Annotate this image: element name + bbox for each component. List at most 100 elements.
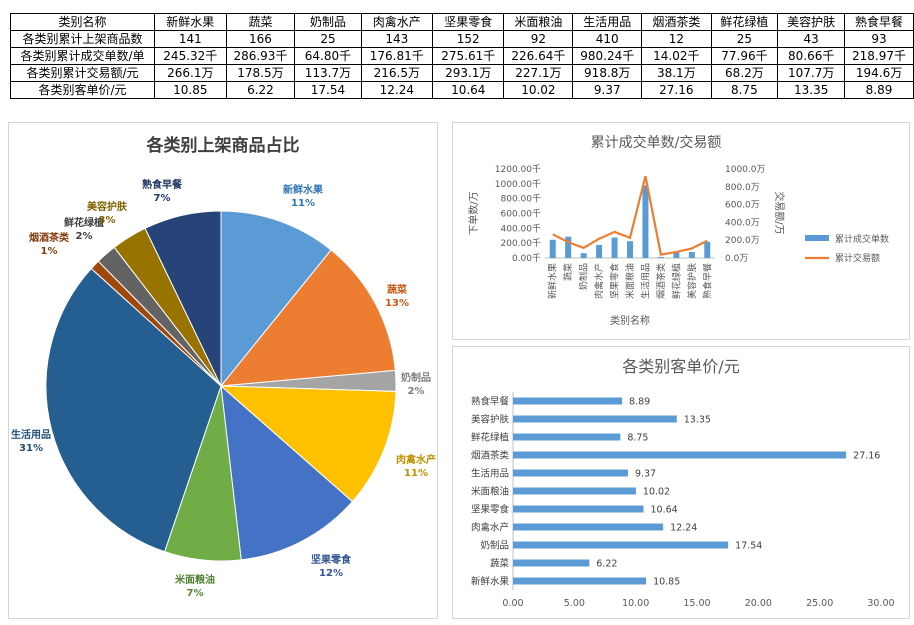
table-header-cell: 熟食早餐 xyxy=(844,13,914,31)
table-header-cell: 蔬菜 xyxy=(225,13,296,31)
hbar-bar xyxy=(513,415,677,423)
table-header-row: 类别名称 新鲜水果 蔬菜 奶制品 肉禽水产 坚果零食 米面粮油 生活用品 烟酒茶类 鲜花绿植 美容护… xyxy=(9,13,914,31)
table-cell: 25 xyxy=(294,30,362,48)
hbar-category-label: 美容护肤 xyxy=(471,414,510,426)
table-cell: 93 xyxy=(844,30,914,48)
combo-chart-panel: 累计成交单数/交易额 0.00千 200.00千 400.00千 600.00千 800.… xyxy=(452,122,910,340)
combo-left-tick: 200.00千 xyxy=(501,238,542,249)
table-cell: 286.93千 xyxy=(225,47,296,65)
combo-bar xyxy=(642,185,649,258)
hbar-category-label: 熟食早餐 xyxy=(471,396,510,408)
table-cell: 166 xyxy=(225,30,296,48)
hbar-category-label: 肉禽水产 xyxy=(471,522,509,534)
pie-slice-percent: 2% xyxy=(76,231,93,242)
pie-slice-label: 新鲜水果 xyxy=(283,183,324,196)
table-header-cell: 坚果零食 xyxy=(432,13,505,31)
table-cell: 152 xyxy=(432,30,505,48)
hbar-bar xyxy=(513,469,628,477)
table-cell: 77.96千 xyxy=(710,47,779,65)
hbar-bar xyxy=(513,541,729,549)
combo-category-label: 蔬菜 xyxy=(562,263,574,281)
table-cell: 216.5万 xyxy=(360,64,434,82)
hbar-x-tick: 25.00 xyxy=(806,598,833,609)
table-cell: 176.81千 xyxy=(360,47,434,65)
table-row: 各类别累计上架商品数 141 166 25 143 152 92 410 12 25 43 93 xyxy=(9,30,914,48)
combo-left-tick: 0.00千 xyxy=(512,253,541,264)
combo-category-label: 新鲜水果 xyxy=(547,263,559,299)
pie-slice xyxy=(220,210,332,388)
combo-chart-title: 累计成交单数/交易额 xyxy=(591,134,722,151)
table-header-cell: 美容护肤 xyxy=(777,13,846,31)
table-row-label: 各类别累计上架商品数 xyxy=(9,30,156,48)
hbar-x-tick: 30.00 xyxy=(867,598,894,609)
table-header-cell: 奶制品 xyxy=(294,13,362,31)
hbar-x-tick: 15.00 xyxy=(683,598,710,609)
table-cell: 980.24千 xyxy=(572,47,643,65)
pie-slice-label: 奶制品 xyxy=(401,371,431,384)
hbar-bar xyxy=(513,487,636,495)
pie-slice xyxy=(219,385,397,503)
table-cell: 918.8万 xyxy=(572,64,643,82)
combo-left-axis-title: 下单数/万 xyxy=(467,191,480,234)
hbar-category-label: 奶制品 xyxy=(480,540,509,552)
combo-right-tick: 400.0万 xyxy=(725,218,760,228)
hbar-bar xyxy=(513,505,644,513)
table-cell: 113.7万 xyxy=(294,64,362,82)
legend-bar-swatch xyxy=(805,235,829,241)
table-cell: 38.1万 xyxy=(641,64,712,82)
pie-slice xyxy=(144,210,222,387)
hbar-value-label: 17.54 xyxy=(735,541,762,552)
legend-bar-label: 累计成交单数 xyxy=(835,233,889,245)
pie-slice-label: 蔬菜 xyxy=(387,283,408,296)
combo-category-label: 烟酒茶类 xyxy=(655,263,667,299)
hbar-value-label: 13.35 xyxy=(684,415,711,426)
pie-chart-panel: 各类别上架商品占比 新鲜水果 11% 蔬菜 13% 奶制品 2% 肉禽水产 11% 坚果零食 12%… xyxy=(8,122,438,619)
pie-slice xyxy=(219,249,396,387)
pie-slice-label: 米面粮油 xyxy=(175,573,215,586)
hbar-value-label: 8.89 xyxy=(629,397,650,408)
table-row-label: 各类别客单价/元 xyxy=(9,81,156,99)
table-cell: 194.6万 xyxy=(844,64,914,82)
table-header-cell: 肉禽水产 xyxy=(360,13,434,31)
table-cell: 14.02千 xyxy=(641,47,712,65)
table-cell: 8.75 xyxy=(710,81,779,99)
table-cell: 25 xyxy=(710,30,779,48)
hbar-bar xyxy=(513,451,847,459)
combo-left-tick: 400.00千 xyxy=(501,223,542,234)
combo-bar xyxy=(688,252,695,258)
pie-slice xyxy=(45,267,222,553)
pie-slice-percent: 13% xyxy=(385,298,409,309)
combo-category-label: 米面粮油 xyxy=(624,263,636,299)
hbar-value-label: 10.02 xyxy=(643,487,670,498)
table-row-label: 各类别累计成交单数/单 xyxy=(9,47,156,65)
hbar-x-tick: 20.00 xyxy=(745,598,772,609)
table-cell: 266.1万 xyxy=(154,64,227,82)
pie-slice-label: 烟酒茶类 xyxy=(29,231,69,244)
hbar-category-label: 烟酒茶类 xyxy=(471,450,510,462)
pie-slice-label: 熟食早餐 xyxy=(142,178,183,191)
combo-category-label: 鲜花绿植 xyxy=(670,263,682,299)
hbar-value-label: 6.22 xyxy=(596,559,617,570)
combo-category-label: 奶制品 xyxy=(578,263,590,290)
hbar-category-label: 米面粮油 xyxy=(471,486,509,498)
table-cell: 27.16 xyxy=(641,81,712,99)
table-cell: 227.1万 xyxy=(503,64,574,82)
hbar-value-label: 10.64 xyxy=(651,505,678,516)
combo-chart: 累计成交单数/交易额 0.00千 200.00千 400.00千 600.00千 800.… xyxy=(467,134,889,327)
combo-right-tick: 0.0万 xyxy=(725,254,748,264)
combo-bar xyxy=(704,241,711,258)
combo-bar xyxy=(580,253,587,258)
pie-slice-percent: 3% xyxy=(99,215,116,226)
combo-bar xyxy=(565,236,572,258)
table-cell: 43 xyxy=(777,30,846,48)
hbar-chart-title: 各类别客单价/元 xyxy=(622,357,739,376)
hbar-bar xyxy=(513,397,623,405)
pie-slice-percent: 11% xyxy=(404,468,428,479)
table-row-label: 各类别累计交易额/元 xyxy=(9,64,156,82)
table-header-cell: 米面粮油 xyxy=(503,13,574,31)
hbar-category-label: 鲜花绿植 xyxy=(471,432,510,444)
table-header-cell: 新鲜水果 xyxy=(154,13,227,31)
table-cell: 218.97千 xyxy=(844,47,914,65)
